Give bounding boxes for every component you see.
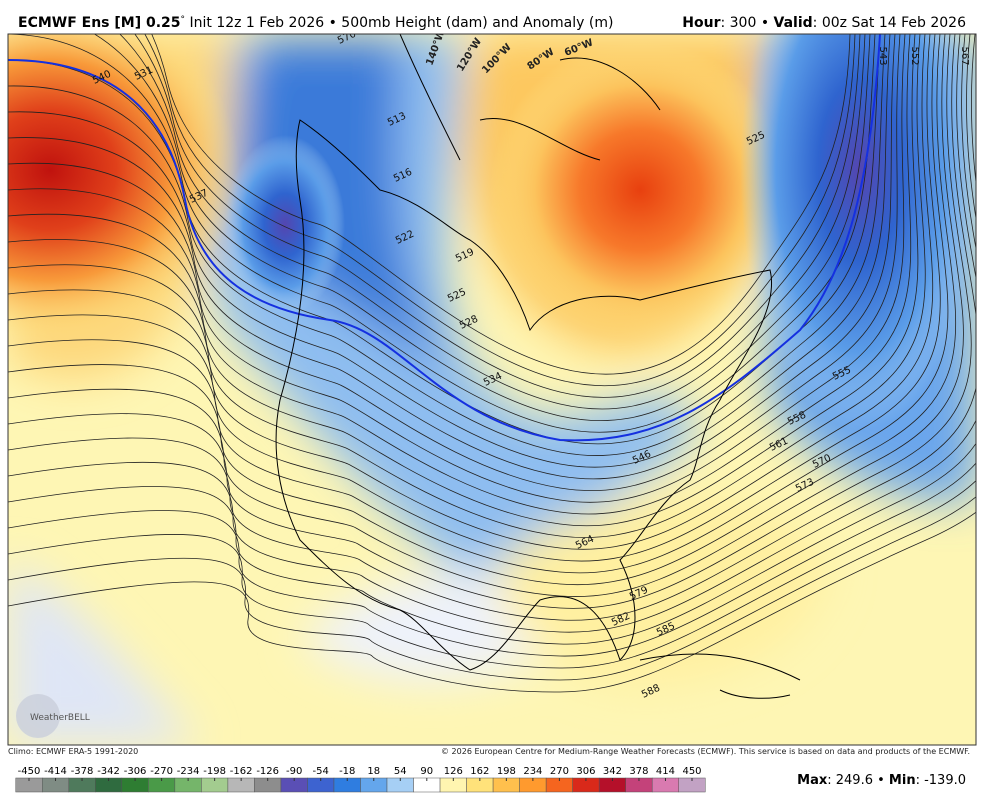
map-frame [7,33,977,746]
colorbar-tick-label: 126 [444,766,463,777]
colorbar-tick-label: -306 [124,766,147,777]
contour-label: 552 [909,46,920,65]
contour-line [8,34,949,574]
header-left: ECMWF Ens [M] 0.25° Init 12z 1 Feb 2026 … [18,15,613,31]
min-label: Min [889,773,916,788]
colorbar-tick-label: -162 [230,766,253,777]
contour-line [134,34,861,398]
header-right: Hour: 300 • Valid: 00z Sat 14 Feb 2026 [682,15,966,31]
contour-line [144,34,856,387]
contour-line [8,34,956,586]
colorbar-tick-label: 162 [470,766,489,777]
hour-label: Hour [682,15,720,31]
max-value: : 249.6 • [827,773,889,788]
description: Init 12z 1 Feb 2026 • 500mb Height (dam)… [185,15,613,31]
colorbar-tick-label: -450 [18,766,41,777]
contour-label: 567 [959,46,970,65]
contour-line [8,34,919,527]
colorbar-tick-label: -414 [44,766,67,777]
contour-line [8,34,912,515]
colorbar-tick-label: -18 [339,766,355,777]
contour-line [151,34,851,375]
max-label: Max [797,773,828,788]
colorbar-tick-label: 234 [523,766,542,777]
coastline-caribbean [639,653,801,699]
colorbar-tick-label: -342 [97,766,120,777]
min-value: : -139.0 [916,773,966,788]
contour-line [8,34,976,669]
map: 5315405375705135165225195255285345465255… [8,34,976,745]
colorbar-tick-label: 198 [497,766,516,777]
valid: : 00z Sat 14 Feb 2026 [813,15,966,31]
colorbar-tick-label: -54 [313,766,329,777]
colorbar-tick-label: 414 [656,766,675,777]
colorbar-tick-label: -126 [256,766,279,777]
logo: WeatherBELL [30,713,90,723]
contour-line [8,34,901,492]
contour-line [8,34,976,621]
colorbar-tick-label: 90 [420,766,433,777]
colorbar-tick-label: 378 [629,766,648,777]
contour-line [8,34,926,538]
colorbar-tick-label: -270 [150,766,173,777]
coastline [275,119,772,671]
hour: : 300 • [720,15,773,31]
colorbar-tick-label: 270 [550,766,569,777]
colorbar-tick-label: 54 [394,766,407,777]
copyright: © 2026 European Centre for Medium-Range … [441,747,970,756]
contour-line [8,34,876,433]
colorbar-tick-label: 450 [682,766,701,777]
contour-line [8,34,964,597]
colorbar-tick-label: -198 [203,766,226,777]
contour-label: 543 [877,46,888,65]
stats: Max: 249.6 • Min: -139.0 [797,773,966,788]
contour-540 [8,34,881,442]
contour-line [8,511,976,693]
contour-line [8,94,976,681]
colorbar: -450 -414 -378 -342 -306 -270 -234 -198 -162 -126… [15,766,706,793]
contour-line [93,34,871,421]
valid-label: Valid [774,15,813,31]
colorbar-tick-label: 306 [576,766,595,777]
contour-line [8,34,976,633]
colorbar-tick-label: -378 [71,766,94,777]
contour-line [8,34,934,550]
model: ECMWF Ens [M] 0.25 [18,15,181,31]
contour-line [8,34,891,468]
coastline-arctic [399,34,661,161]
contour-line [8,34,976,657]
colorbar-tick-label: 342 [603,766,622,777]
contour-line [8,34,896,480]
colorbar-tick-label: 18 [367,766,380,777]
contour-line [8,34,972,609]
colorbar-tick-label: -234 [177,766,200,777]
logo-icon [16,694,60,738]
contour-line [8,34,906,503]
contour-line [8,34,976,645]
contour-line [119,34,866,410]
contour-line [8,34,886,456]
degree: ° [181,15,186,25]
contour-line [8,34,941,562]
climo: Climo: ECMWF ERA-5 1991-2020 [8,747,138,756]
colorbar-tick-label: -90 [286,766,302,777]
